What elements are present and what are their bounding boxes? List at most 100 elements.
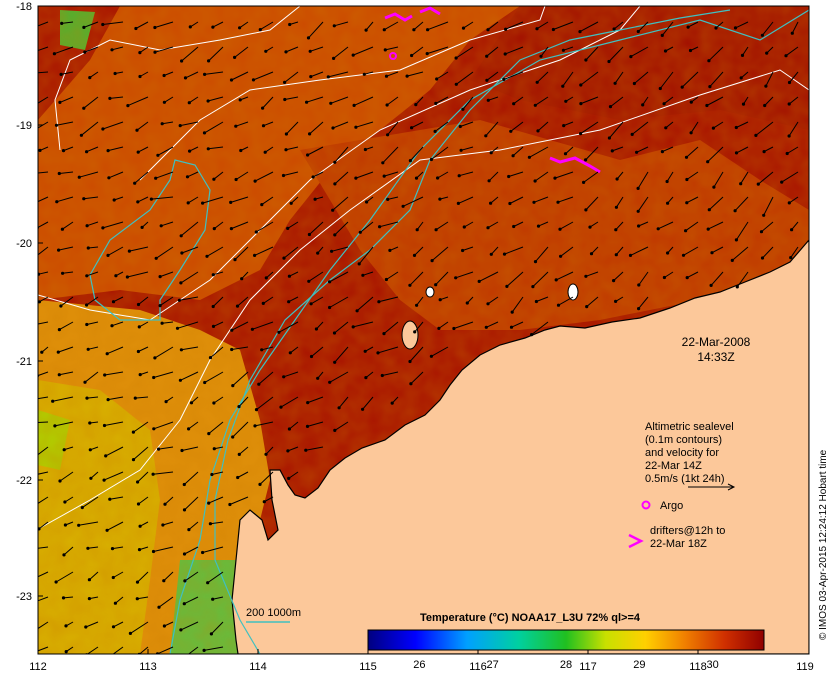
lat-tick-label: -20 bbox=[16, 238, 32, 250]
velocity-arrow bbox=[387, 196, 399, 200]
velocity-arrow bbox=[334, 21, 349, 27]
velocity-arrow-head bbox=[284, 132, 288, 136]
velocity-arrow-head bbox=[138, 524, 142, 528]
velocity-arrow-head bbox=[105, 352, 109, 356]
velocity-arrow bbox=[734, 196, 749, 212]
velocity-arrow bbox=[455, 271, 474, 279]
velocity-arrow bbox=[536, 296, 549, 302]
velocity-arrow bbox=[102, 121, 124, 130]
velocity-arrow-head bbox=[29, 632, 32, 635]
velocity-arrow-head bbox=[109, 655, 112, 658]
velocity-arrow-head bbox=[307, 279, 311, 283]
velocity-arrow bbox=[735, 21, 749, 29]
velocity-arrow bbox=[103, 471, 124, 481]
velocity-arrow-head bbox=[410, 53, 414, 58]
velocity-arrow-head bbox=[25, 421, 28, 424]
velocity-arrow bbox=[683, 246, 699, 256]
velocity-arrow bbox=[707, 221, 724, 230]
velocity-arrow bbox=[431, 146, 449, 160]
velocity-arrow bbox=[789, 196, 799, 204]
velocity-arrow-head bbox=[237, 452, 241, 456]
velocity-arrow-head bbox=[158, 304, 162, 308]
velocity-arrow-head bbox=[730, 258, 734, 262]
velocity-arrow-head bbox=[212, 401, 216, 405]
velocity-arrow-head bbox=[260, 348, 264, 352]
velocity-arrow-head bbox=[207, 501, 211, 505]
velocity-arrow-head bbox=[281, 173, 286, 178]
velocity-arrow bbox=[208, 146, 224, 150]
velocity-arrow bbox=[181, 346, 199, 351]
velocity-arrow-head bbox=[233, 55, 237, 60]
velocity-arrow bbox=[78, 521, 99, 526]
velocity-arrow-head bbox=[56, 350, 60, 354]
velocity-arrow-head bbox=[54, 580, 58, 584]
velocity-arrow-head bbox=[101, 127, 105, 131]
velocity-arrow-head bbox=[55, 200, 59, 204]
velocity-arrow bbox=[180, 371, 199, 381]
velocity-arrow-head bbox=[328, 305, 332, 310]
velocity-arrow bbox=[534, 171, 549, 182]
velocity-arrow-head bbox=[628, 253, 633, 257]
velocity-arrow-head bbox=[787, 201, 791, 205]
velocity-arrow-head bbox=[662, 275, 667, 280]
velocity-arrow-head bbox=[151, 549, 156, 554]
velocity-arrow-head bbox=[760, 33, 765, 37]
velocity-arrow-head bbox=[179, 628, 183, 632]
velocity-arrow-head bbox=[238, 98, 242, 102]
velocity-arrow-head bbox=[510, 310, 514, 314]
velocity-arrow bbox=[386, 96, 399, 106]
velocity-arrow bbox=[330, 96, 349, 104]
velocity-arrow-head bbox=[111, 575, 115, 580]
velocity-arrow bbox=[311, 346, 324, 357]
velocity-arrow-head bbox=[662, 102, 666, 106]
velocity-arrow-head bbox=[489, 252, 493, 256]
velocity-arrow bbox=[83, 21, 99, 28]
velocity-arrow-head bbox=[382, 174, 386, 178]
velocity-arrow-head bbox=[85, 322, 89, 327]
velocity-arrow-head bbox=[484, 134, 488, 138]
velocity-arrow bbox=[159, 271, 174, 278]
velocity-arrow bbox=[713, 121, 724, 129]
velocity-arrow-head bbox=[85, 224, 89, 228]
velocity-arrow-head bbox=[135, 597, 139, 601]
velocity-arrow bbox=[83, 196, 99, 200]
velocity-arrow-head bbox=[351, 325, 355, 329]
velocity-arrow bbox=[55, 571, 74, 583]
velocity-arrow-head bbox=[154, 176, 158, 180]
velocity-arrow bbox=[532, 271, 549, 287]
velocity-arrow-head bbox=[34, 128, 37, 131]
velocity-arrow bbox=[504, 246, 524, 255]
velocity-arrow-head bbox=[632, 81, 637, 86]
velocity-arrow-head bbox=[158, 275, 162, 279]
velocity-arrow-head bbox=[83, 380, 87, 384]
velocity-arrow-head bbox=[740, 53, 745, 58]
velocity-arrow bbox=[485, 121, 499, 137]
velocity-arrow-head bbox=[689, 131, 693, 135]
velocity-arrow-head bbox=[328, 280, 332, 284]
velocity-arrow bbox=[135, 21, 149, 29]
velocity-arrow-head bbox=[433, 129, 437, 133]
velocity-arrow bbox=[153, 371, 174, 378]
velocity-arrow bbox=[180, 621, 199, 631]
velocity-arrow bbox=[202, 196, 224, 204]
velocity-arrow-head bbox=[485, 54, 489, 58]
velocity-arrow-head bbox=[229, 78, 234, 82]
velocity-arrow-head bbox=[636, 29, 640, 34]
velocity-arrow-head bbox=[264, 452, 268, 456]
velocity-arrow-head bbox=[30, 652, 33, 655]
velocity-arrow-head bbox=[734, 238, 739, 242]
velocity-arrow bbox=[663, 96, 674, 105]
velocity-arrow-head bbox=[438, 298, 442, 302]
velocity-arrow-head bbox=[741, 102, 746, 106]
velocity-arrow-head bbox=[563, 152, 568, 156]
velocity-arrow bbox=[232, 421, 249, 438]
velocity-arrow-head bbox=[588, 225, 592, 229]
velocity-arrow-head bbox=[131, 430, 135, 434]
velocity-arrow bbox=[59, 321, 74, 331]
velocity-arrow bbox=[137, 196, 149, 203]
velocity-arrow-head bbox=[760, 256, 765, 260]
velocity-arrow-head bbox=[61, 271, 65, 275]
velocity-arrow-head bbox=[189, 401, 194, 405]
velocity-arrow bbox=[56, 121, 74, 126]
velocity-arrow bbox=[305, 446, 324, 451]
